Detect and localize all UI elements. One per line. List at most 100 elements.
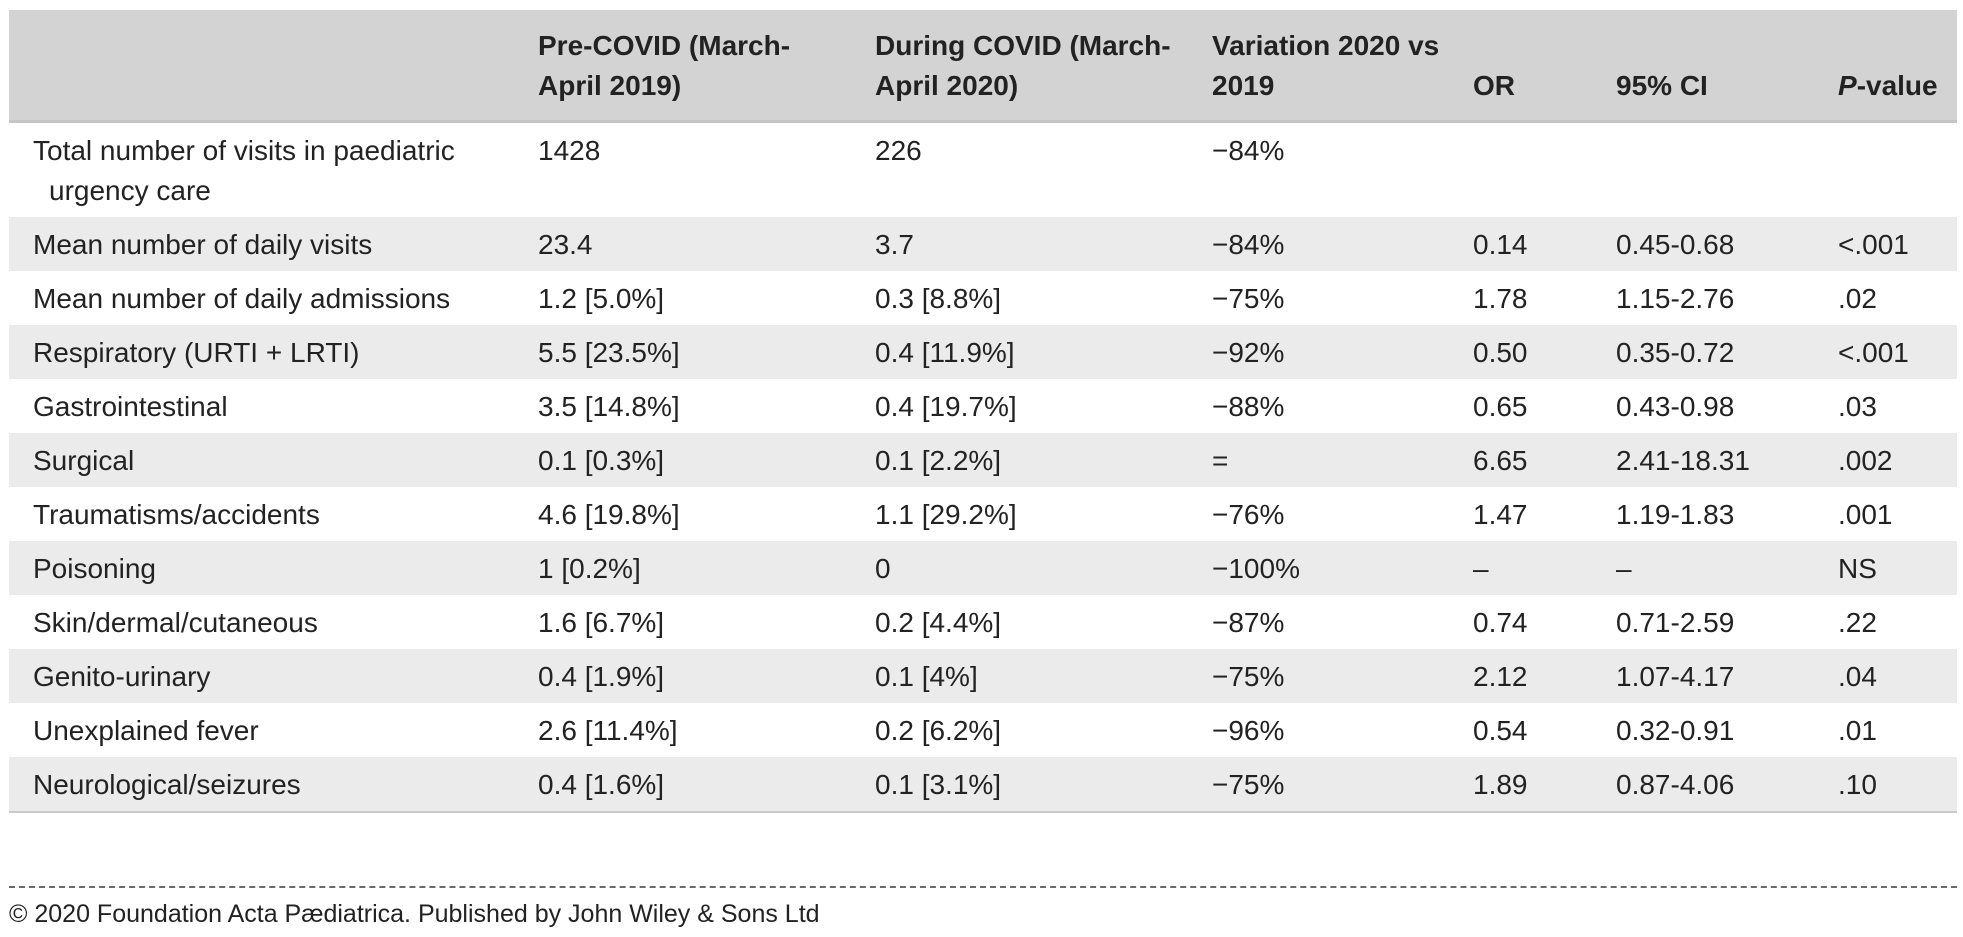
cell-category: Gastrointestinal bbox=[33, 391, 228, 422]
cell-variation: −96% bbox=[1212, 715, 1285, 746]
cell-or: 0.54 bbox=[1473, 715, 1528, 746]
cell-or: 1.47 bbox=[1473, 499, 1528, 530]
cell-ci: 1.19-1.83 bbox=[1616, 499, 1735, 530]
cell-variation: −75% bbox=[1198, 757, 1459, 813]
header-p-value-italic: P bbox=[1838, 70, 1857, 101]
cell-during-covid: 0.1 [3.1%] bbox=[861, 757, 1198, 813]
cell-during-covid: 0.4 [11.9%] bbox=[875, 337, 1015, 368]
table-row: Traumatisms/accidents 4.6 [19.8%] 1.1 [29.… bbox=[9, 487, 1957, 541]
data-table-container: Pre-COVID (March-April 2019) During COVI… bbox=[9, 10, 1957, 813]
cell-or: 1.89 bbox=[1459, 757, 1602, 813]
cell-during-covid: 0 bbox=[875, 553, 891, 584]
cell-or: 2.12 bbox=[1473, 661, 1528, 692]
table-row: Genito-urinary 0.4 [1.9%] 0.1 [4%] −75% 2.12… bbox=[9, 649, 1957, 703]
cell-pre-covid: 1 [0.2%] bbox=[538, 553, 641, 584]
cell-during-covid: 0.3 [8.8%] bbox=[875, 283, 1002, 314]
table-row: Mean number of daily visits 23.4 3.7 −84% 0.… bbox=[9, 217, 1957, 271]
cell-during-covid: 1.1 [29.2%] bbox=[875, 499, 1017, 530]
cell-p-value: .22 bbox=[1838, 607, 1877, 638]
cell-variation: −92% bbox=[1212, 337, 1285, 368]
cell-ci: 0.35-0.72 bbox=[1616, 337, 1735, 368]
cell-ci: 0.45-0.68 bbox=[1616, 229, 1735, 260]
table-row: Skin/dermal/cutaneous 1.6 [6.7%] 0.2 [4.4%… bbox=[9, 595, 1957, 649]
cell-variation: −84% bbox=[1212, 135, 1285, 166]
cell-during-covid: 226 bbox=[875, 135, 922, 166]
header-variation: Variation 2020 vs 2019 bbox=[1198, 10, 1459, 123]
cell-variation: −84% bbox=[1212, 229, 1285, 260]
cell-ci: 0.32-0.91 bbox=[1616, 715, 1735, 746]
cell-pre-covid: 5.5 [23.5%] bbox=[538, 337, 680, 368]
copyright-footer: © 2020 Foundation Acta Pædiatrica. Publi… bbox=[9, 900, 820, 928]
cell-during-covid: 0.2 [6.2%] bbox=[875, 715, 1002, 746]
cell-ci: 0.87-4.06 bbox=[1602, 757, 1824, 813]
cell-category: Poisoning bbox=[33, 553, 156, 584]
table-row: Surgical 0.1 [0.3%] 0.1 [2.2%] = 6.65 2.41-18… bbox=[9, 433, 1957, 487]
cell-category: Mean number of daily visits bbox=[33, 229, 373, 260]
cell-pre-covid: 3.5 [14.8%] bbox=[538, 391, 680, 422]
cell-p-value: .002 bbox=[1838, 445, 1893, 476]
cell-p-value: <.001 bbox=[1838, 337, 1909, 368]
cell-pre-covid: 0.4 [1.9%] bbox=[538, 661, 665, 692]
cell-category: Neurological/seizures bbox=[9, 757, 524, 813]
table-body: Total number of visits in paediatric urge… bbox=[9, 122, 1957, 813]
header-during-covid: During COVID (March-April 2020) bbox=[861, 10, 1198, 123]
header-category bbox=[9, 10, 524, 123]
cell-p-value: NS bbox=[1838, 553, 1877, 584]
cell-p-value: .10 bbox=[1824, 757, 1957, 813]
cell-or: 0.65 bbox=[1473, 391, 1528, 422]
cell-during-covid: 0.4 [19.7%] bbox=[875, 391, 1017, 422]
cell-category-line2: urgency care bbox=[49, 175, 211, 206]
cell-category: Respiratory (URTI + LRTI) bbox=[33, 337, 360, 368]
cell-ci: 0.71-2.59 bbox=[1616, 607, 1735, 638]
cell-variation: −75% bbox=[1212, 661, 1285, 692]
cell-ci: 0.43-0.98 bbox=[1616, 391, 1735, 422]
cell-category: Surgical bbox=[33, 445, 135, 476]
cell-ci bbox=[1602, 122, 1824, 218]
cell-p-value: .01 bbox=[1838, 715, 1877, 746]
cell-ci: 1.07-4.17 bbox=[1616, 661, 1735, 692]
cell-ci: – bbox=[1616, 553, 1632, 584]
cell-variation: −88% bbox=[1212, 391, 1285, 422]
header-p-value-rest: -value bbox=[1856, 70, 1938, 101]
cell-variation: −100% bbox=[1212, 553, 1300, 584]
cell-p-value: .02 bbox=[1838, 283, 1877, 314]
cell-pre-covid: 2.6 [11.4%] bbox=[538, 715, 678, 746]
cell-category: Traumatisms/accidents bbox=[33, 499, 320, 530]
footer-divider bbox=[9, 886, 1957, 888]
cell-or: 0.50 bbox=[1473, 337, 1528, 368]
cell-or: 1.78 bbox=[1473, 283, 1528, 314]
cell-variation: −76% bbox=[1212, 499, 1285, 530]
cell-p-value: .001 bbox=[1838, 499, 1893, 530]
table-row: Neurological/seizures 0.4 [1.6%] 0.1 [3.1%… bbox=[9, 757, 1957, 813]
cell-during-covid: 0.2 [4.4%] bbox=[875, 607, 1002, 638]
cell-or: – bbox=[1473, 553, 1489, 584]
cell-variation: = bbox=[1212, 445, 1229, 476]
cell-p-value bbox=[1824, 122, 1957, 218]
table-row: Total number of visits in paediatric urge… bbox=[9, 122, 1957, 218]
table-row: Poisoning 1 [0.2%] 0 −100% – – NS bbox=[9, 541, 1957, 595]
cell-pre-covid: 23.4 bbox=[538, 229, 593, 260]
cell-p-value: <.001 bbox=[1838, 229, 1909, 260]
cell-pre-covid: 0.4 [1.6%] bbox=[524, 757, 861, 813]
table-row: Respiratory (URTI + LRTI) 5.5 [23.5%] 0.4 … bbox=[9, 325, 1957, 379]
cell-category-line1: Total number of visits in paediatric bbox=[33, 135, 455, 166]
cell-during-covid: 3.7 bbox=[875, 229, 914, 260]
cell-pre-covid: 1.2 [5.0%] bbox=[538, 283, 665, 314]
cell-or: 0.14 bbox=[1473, 229, 1528, 260]
cell-pre-covid: 1.6 [6.7%] bbox=[538, 607, 665, 638]
cell-during-covid: 0.1 [2.2%] bbox=[875, 445, 1002, 476]
header-ci: 95% CI bbox=[1602, 10, 1824, 123]
cell-pre-covid: 4.6 [19.8%] bbox=[538, 499, 680, 530]
cell-during-covid: 0.1 [4%] bbox=[875, 661, 978, 692]
cell-pre-covid: 0.1 [0.3%] bbox=[538, 445, 665, 476]
cell-pre-covid: 1428 bbox=[538, 135, 601, 166]
header-or: OR bbox=[1459, 10, 1602, 123]
cell-or bbox=[1459, 122, 1602, 218]
cell-ci: 1.15-2.76 bbox=[1616, 283, 1735, 314]
cell-ci: 2.41-18.31 bbox=[1616, 445, 1750, 476]
visits-comparison-table: Pre-COVID (March-April 2019) During COVI… bbox=[9, 10, 1957, 813]
cell-or: 6.65 bbox=[1473, 445, 1528, 476]
cell-p-value: .03 bbox=[1838, 391, 1877, 422]
cell-category: Skin/dermal/cutaneous bbox=[33, 607, 318, 638]
cell-variation: −75% bbox=[1212, 283, 1285, 314]
